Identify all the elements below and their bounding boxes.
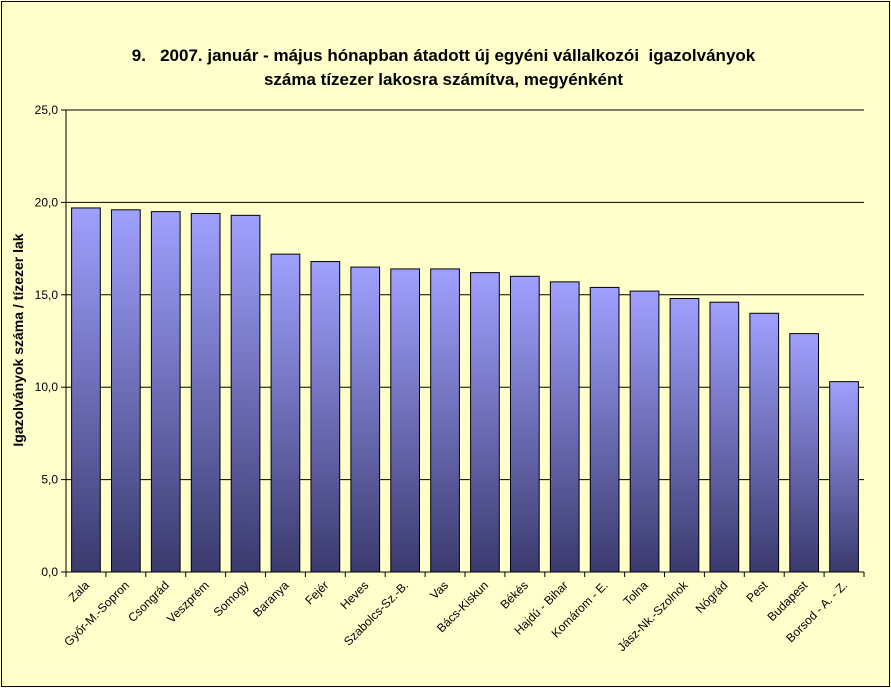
bar — [110, 209, 141, 573]
bar — [509, 275, 540, 573]
bar — [549, 281, 580, 573]
x-category-label: Vas — [427, 578, 451, 602]
x-category-label: Heves — [337, 578, 371, 612]
x-category-label: Nógrád — [693, 578, 731, 616]
x-category-label: Jász-Nk.-Szolnok — [615, 578, 692, 655]
x-category-label: Baranya — [250, 578, 292, 620]
x-category-labels: ZalaGyőr-M.-SopronCsongrádVeszprémSomogy… — [61, 572, 865, 655]
bar — [430, 268, 460, 573]
bar — [190, 212, 221, 573]
x-category-label: Fejér — [302, 578, 331, 607]
bar — [150, 211, 181, 573]
x-category-label: Tolna — [620, 578, 650, 608]
x-category-label: Békés — [497, 578, 530, 611]
bar — [310, 261, 341, 573]
bar — [71, 207, 101, 573]
chart-title-line-1: 9. 2007. január - május hónapban átadott… — [131, 46, 756, 65]
y-tick-label: 25,0 — [35, 103, 59, 117]
chart-title: 9. 2007. január - május hónapban átadott… — [0, 44, 887, 92]
bar — [749, 312, 780, 573]
bar — [470, 272, 500, 573]
x-category-label: Veszprém — [164, 578, 212, 626]
y-tick-label: 20,0 — [35, 195, 59, 209]
y-tick-label: 5,0 — [41, 473, 58, 487]
x-category-label: Somogy — [211, 578, 252, 619]
bar — [789, 333, 820, 573]
y-tick-label: 15,0 — [35, 288, 59, 302]
bar — [589, 286, 620, 573]
y-tick-label: 10,0 — [35, 380, 59, 394]
x-category-label: Zala — [66, 578, 93, 605]
bar — [350, 266, 381, 573]
bar — [709, 301, 740, 573]
bar — [629, 290, 660, 573]
x-category-label: Pest — [743, 578, 770, 605]
gridlines — [66, 109, 864, 481]
bar — [390, 268, 421, 573]
bar — [669, 297, 700, 573]
y-tick-label: 0,0 — [41, 565, 58, 579]
chart-title-line-2: száma tízezer lakosra számítva, megyénké… — [263, 70, 624, 89]
y-tick-labels: 0,0 5,0 10,0 15,0 20,0 25,0 — [35, 103, 66, 579]
bar — [230, 214, 261, 573]
bar — [270, 253, 301, 573]
bar — [829, 381, 859, 573]
bars — [71, 207, 859, 573]
axes — [65, 110, 864, 573]
